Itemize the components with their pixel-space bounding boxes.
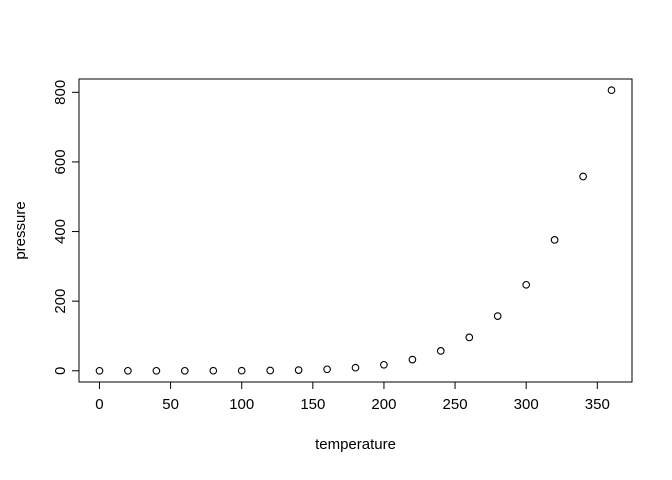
data-point [124, 366, 132, 375]
y-tick-label: 0 [52, 367, 69, 375]
x-tick-label: 0 [95, 396, 103, 413]
data-point [465, 333, 474, 342]
x-axis: 0 50 100 150 200 250 300 350 [95, 382, 610, 413]
data-point [550, 236, 559, 244]
y-axis: 0 200 400 600 800 [52, 80, 79, 375]
data-point [522, 280, 531, 289]
data-point [152, 366, 161, 375]
x-tick-label: 350 [585, 396, 610, 413]
data-point [408, 355, 417, 364]
points-layer [95, 86, 616, 375]
x-tick-label: 150 [300, 396, 325, 413]
data-point [209, 366, 218, 375]
x-tick-label: 300 [514, 396, 539, 413]
x-axis-label: temperature [315, 436, 396, 453]
y-tick-label: 800 [52, 80, 69, 105]
y-tick-label: 400 [52, 219, 69, 244]
y-axis-label: pressure [12, 201, 29, 259]
x-tick-label: 200 [371, 396, 396, 413]
data-point [266, 366, 275, 375]
data-point [579, 172, 587, 181]
y-tick-label: 600 [52, 149, 69, 174]
data-point [607, 86, 616, 95]
y-tick-label: 200 [52, 289, 69, 314]
data-point [180, 366, 189, 375]
data-point [493, 312, 502, 320]
plot-box [78, 78, 633, 383]
x-tick-label: 100 [229, 396, 254, 413]
data-point [351, 363, 360, 372]
data-point [323, 365, 331, 374]
data-point [436, 347, 445, 355]
x-tick-label: 250 [443, 396, 468, 413]
data-point [294, 366, 303, 374]
data-point [95, 366, 104, 375]
data-point [380, 360, 388, 369]
x-tick-label: 50 [162, 396, 179, 413]
data-point [237, 366, 246, 375]
